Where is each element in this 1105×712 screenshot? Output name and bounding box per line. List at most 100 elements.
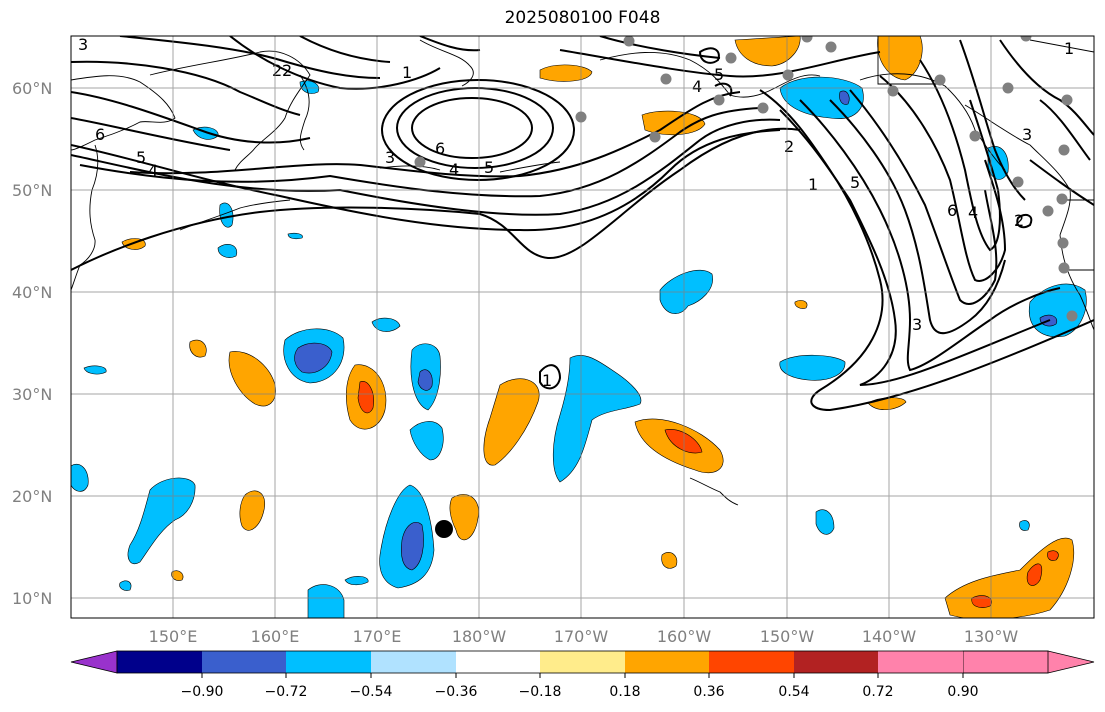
warm-strong-region [1026,563,1043,586]
coastlines [71,36,1094,506]
warm-region [661,552,678,569]
map-frame [70,35,1095,619]
warm-region [794,300,808,309]
station-dot [934,74,946,86]
gridlines [71,36,1094,618]
contour-label: 1 [402,63,412,82]
storm-center-marker [435,520,453,538]
lat-label: 10°N [12,589,52,608]
lon-label: 130°W [964,627,1019,646]
contour-label: 4 [449,160,459,179]
station-dot [1066,310,1078,322]
colorbar-tick-label: −0.90 [181,684,224,700]
longitude-labels: 150°E 160°E 170°E 180°W 170°W 160°W 150°… [149,627,1019,646]
station-dot [1020,36,1032,42]
lat-label: 40°N [12,283,52,302]
colorbar-swatch [286,651,371,673]
latitude-labels: 60°N 50°N 40°N 30°N 20°N 10°N [12,79,52,608]
station-dot [623,36,635,47]
warm-strong-region [357,381,374,414]
warm-region [239,490,266,531]
warm-region [228,351,276,407]
colorbar-swatch [117,651,202,673]
cool-region [287,232,303,240]
cool-region [409,421,444,461]
contour-label: 2 [272,61,282,80]
station-dot [1058,144,1070,156]
cool-region [815,509,835,535]
contour-label: 4 [148,161,158,180]
warm-strong-region [1047,550,1059,561]
colorbar-swatch [625,651,709,673]
contour-label: 5 [484,158,494,177]
cool-region [552,355,642,483]
lat-label: 60°N [12,79,52,98]
lon-label: 170°W [554,627,609,646]
station-dot [1042,205,1054,217]
lon-label: 150°W [760,627,815,646]
colorbar-tick-label: 0.90 [947,684,978,700]
station-dot [969,130,981,142]
contour-label: 5 [136,148,146,167]
cool-region [83,365,107,375]
cool-region [127,477,196,565]
station-dot [1061,94,1073,106]
lat-label: 30°N [12,385,52,404]
colorbar-swatch [371,651,456,673]
contour-label: 5 [850,173,860,192]
cool-region [307,584,345,618]
station-markers [414,36,1078,322]
contour-label: 3 [78,35,88,54]
colorbar-swatch [202,651,286,673]
colorbar-tick-label: 0.72 [862,684,893,700]
contour-label: 1 [542,371,552,390]
colorbar-tick-label: 0.36 [693,684,724,700]
warm-region [734,36,801,67]
station-dot [782,69,794,81]
contour-label: 3 [912,315,922,334]
station-dot [1056,193,1068,205]
colorbar-tick-label: −0.54 [350,684,393,700]
lon-label: 160°W [657,627,712,646]
station-dot [414,156,426,168]
colorbar-tick-label: −0.18 [519,684,562,700]
warm-region [189,339,207,358]
contour-label: 3 [1022,125,1032,144]
cool-region [119,580,132,591]
contour-label: 2 [1014,211,1024,230]
lon-label: 150°E [149,627,198,646]
colorbar-tick-label: −0.36 [435,684,478,700]
station-dot [757,102,769,114]
colorbar-tick-label: 0.54 [778,684,809,700]
station-dot [725,52,737,64]
cool-region [344,576,369,586]
contour-label: 1 [1064,39,1074,58]
contour-label: 2 [784,137,794,156]
lon-label: 160°E [251,627,300,646]
colorbar-swatch [456,651,540,673]
colorbar-swatch [794,651,878,673]
station-dot [713,94,725,106]
lon-label: 170°E [353,627,402,646]
lat-label: 50°N [12,181,52,200]
warm-region [539,64,593,82]
cool-region [217,244,238,258]
station-dot [649,131,661,143]
contour-label: 6 [947,201,957,220]
warm-region [483,378,540,466]
station-dot [825,41,837,53]
cool-strong-region [839,90,850,105]
colorbar-tick-label: 0.18 [609,684,640,700]
warm-region [171,570,184,581]
colorbar-swatch [878,651,963,673]
contour-label: 5 [714,65,724,84]
contour-label: 4 [968,203,978,222]
colorbar-swatch [540,651,625,673]
cool-region [371,317,401,332]
station-dot [801,36,813,43]
cool-strong-region [294,342,333,374]
station-dot [889,88,897,96]
contour-label: 6 [95,125,105,144]
station-dot [1058,262,1070,274]
colorbar-tick-label: −0.72 [265,684,308,700]
